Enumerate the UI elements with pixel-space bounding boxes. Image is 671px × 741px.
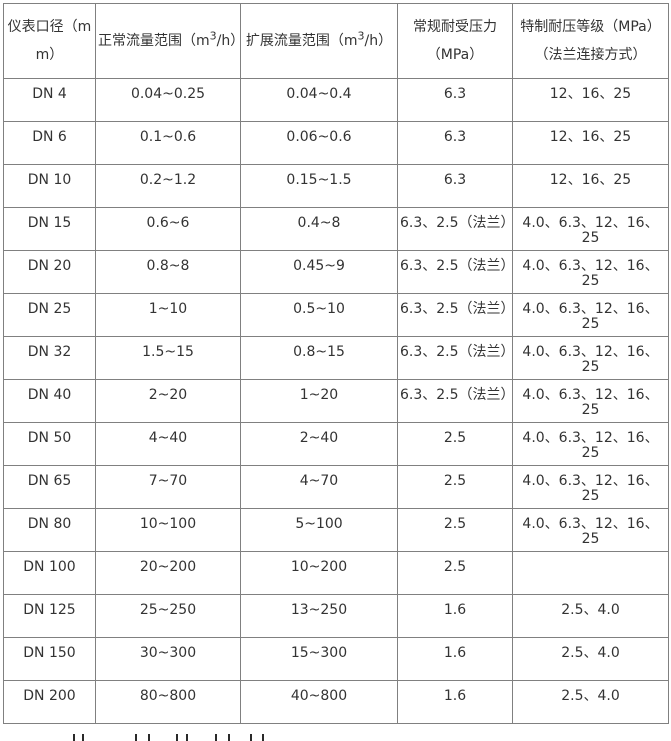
table-row: DN 125 25~250 13~250 1.6 2.5、4.0	[3, 594, 669, 638]
value-cell: 4.0、6.3、12、16、25	[512, 508, 669, 552]
diameter-cell: DN 20	[3, 250, 96, 294]
diameter-cell: DN 80	[3, 508, 96, 552]
value-cell: 4.0、6.3、12、16、25	[512, 336, 669, 380]
table-row: DN 40 2~20 1~20 6.3、2.5（法兰） 4.0、6.3、12、16、25	[3, 379, 669, 423]
value-cell: 2.5、4.0	[512, 594, 669, 638]
value-cell: 80~800	[95, 680, 241, 724]
diameter-cell: DN 100	[3, 551, 96, 595]
value-cell: 15~300	[240, 637, 398, 681]
table-row: DN 32 1.5~15 0.8~15 6.3、2.5（法兰） 4.0、6.3、12、1…	[3, 336, 669, 380]
value-cell: 12、16、25	[512, 164, 669, 208]
value-cell: 4.0、6.3、12、16、25	[512, 293, 669, 337]
value-cell: 4~40	[95, 422, 241, 466]
diameter-cell: DN 200	[3, 680, 96, 724]
value-cell: 20~200	[95, 551, 241, 595]
table-row: DN 200 80~800 40~800 1.6 2.5、4.0	[3, 680, 669, 724]
diameter-cell: DN 40	[3, 379, 96, 423]
value-cell: 30~300	[95, 637, 241, 681]
diameter-cell: DN 6	[3, 121, 96, 165]
table-row: DN 20 0.8~8 0.45~9 6.3、2.5（法兰） 4.0、6.3、12、16…	[3, 250, 669, 294]
value-cell: 2~20	[95, 379, 241, 423]
value-cell: 1.5~15	[95, 336, 241, 380]
value-cell: 6.3、2.5（法兰）	[397, 207, 513, 251]
table-row: DN 10 0.2~1.2 0.15~1.5 6.3 12、16、25	[3, 164, 669, 208]
value-cell: 12、16、25	[512, 78, 669, 122]
value-cell: 7~70	[95, 465, 241, 509]
value-cell: 12、16、25	[512, 121, 669, 165]
value-cell: 4.0、6.3、12、16、25	[512, 379, 669, 423]
value-cell: 0.06~0.6	[240, 121, 398, 165]
column-header-3: 常规耐受压力（MPa）	[397, 3, 513, 79]
value-cell: 6.3、2.5（法兰）	[397, 250, 513, 294]
value-cell: 40~800	[240, 680, 398, 724]
value-cell: 1~10	[95, 293, 241, 337]
value-cell: 1.6	[397, 637, 513, 681]
value-cell: 2.5、4.0	[512, 680, 669, 724]
diameter-cell: DN 125	[3, 594, 96, 638]
value-cell: 1~20	[240, 379, 398, 423]
value-cell: 2.5	[397, 508, 513, 552]
diameter-cell: DN 15	[3, 207, 96, 251]
table-row: DN 25 1~10 0.5~10 6.3、2.5（法兰） 4.0、6.3、12、16、…	[3, 293, 669, 337]
table-header-row: 仪表口径（mm）正常流量范围（m3/h）扩展流量范围（m3/h）常规耐受压力（M…	[3, 3, 669, 79]
value-cell: 0.6~6	[95, 207, 241, 251]
table-row: DN 150 30~300 15~300 1.6 2.5、4.0	[3, 637, 669, 681]
diameter-cell: DN 65	[3, 465, 96, 509]
diameter-cell: DN 25	[3, 293, 96, 337]
value-cell: 0.15~1.5	[240, 164, 398, 208]
table-row: DN 15 0.6~6 0.4~8 6.3、2.5（法兰） 4.0、6.3、12、16、…	[3, 207, 669, 251]
value-cell: 4~70	[240, 465, 398, 509]
value-cell: 1.6	[397, 594, 513, 638]
value-cell: 6.3、2.5（法兰）	[397, 336, 513, 380]
value-cell: 2~40	[240, 422, 398, 466]
value-cell: 4.0、6.3、12、16、25	[512, 465, 669, 509]
value-cell: 2.5	[397, 551, 513, 595]
column-header-2: 扩展流量范围（m3/h）	[240, 3, 398, 79]
value-cell: 6.3	[397, 164, 513, 208]
value-cell: 2.5	[397, 465, 513, 509]
diameter-cell: DN 150	[3, 637, 96, 681]
value-cell: 0.8~15	[240, 336, 398, 380]
column-header-1: 正常流量范围（m3/h）	[95, 3, 241, 79]
value-cell: 13~250	[240, 594, 398, 638]
value-cell: 0.04~0.25	[95, 78, 241, 122]
value-cell: 0.2~1.2	[95, 164, 241, 208]
value-cell: 4.0、6.3、12、16、25	[512, 250, 669, 294]
column-header-4: 特制耐压等级（MPa）（法兰连接方式）	[512, 3, 669, 79]
value-cell	[512, 551, 669, 595]
value-cell: 2.5	[397, 422, 513, 466]
value-cell: 1.6	[397, 680, 513, 724]
table-row: DN 65 7~70 4~70 2.5 4.0、6.3、12、16、25	[3, 465, 669, 509]
value-cell: 2.5、4.0	[512, 637, 669, 681]
value-cell: 4.0、6.3、12、16、25	[512, 422, 669, 466]
superscript: 3	[357, 29, 365, 43]
value-cell: 0.04~0.4	[240, 78, 398, 122]
value-cell: 10~100	[95, 508, 241, 552]
table-row: DN 6 0.1~0.6 0.06~0.6 6.3 12、16、25	[3, 121, 669, 165]
table-row: DN 4 0.04~0.25 0.04~0.4 6.3 12、16、25	[3, 78, 669, 122]
value-cell: 6.3、2.5（法兰）	[397, 379, 513, 423]
value-cell: 0.1~0.6	[95, 121, 241, 165]
column-header-0: 仪表口径（mm）	[3, 3, 96, 79]
value-cell: 0.4~8	[240, 207, 398, 251]
value-cell: 5~100	[240, 508, 398, 552]
diameter-cell: DN 50	[3, 422, 96, 466]
value-cell: 0.45~9	[240, 250, 398, 294]
value-cell: 6.3、2.5（法兰）	[397, 293, 513, 337]
flow-meter-spec-table: 仪表口径（mm）正常流量范围（m3/h）扩展流量范围（m3/h）常规耐受压力（M…	[3, 3, 669, 724]
superscript: 3	[209, 29, 217, 43]
diameter-cell: DN 10	[3, 164, 96, 208]
value-cell: 0.8~8	[95, 250, 241, 294]
value-cell: 0.5~10	[240, 293, 398, 337]
value-cell: 25~250	[95, 594, 241, 638]
value-cell: 6.3	[397, 121, 513, 165]
diameter-cell: DN 4	[3, 78, 96, 122]
value-cell: 4.0、6.3、12、16、25	[512, 207, 669, 251]
table-row: DN 100 20~200 10~200 2.5	[3, 551, 669, 595]
value-cell: 10~200	[240, 551, 398, 595]
table-row: DN 80 10~100 5~100 2.5 4.0、6.3、12、16、25	[3, 508, 669, 552]
value-cell: 6.3	[397, 78, 513, 122]
diameter-cell: DN 32	[3, 336, 96, 380]
table-row: DN 50 4~40 2~40 2.5 4.0、6.3、12、16、25	[3, 422, 669, 466]
